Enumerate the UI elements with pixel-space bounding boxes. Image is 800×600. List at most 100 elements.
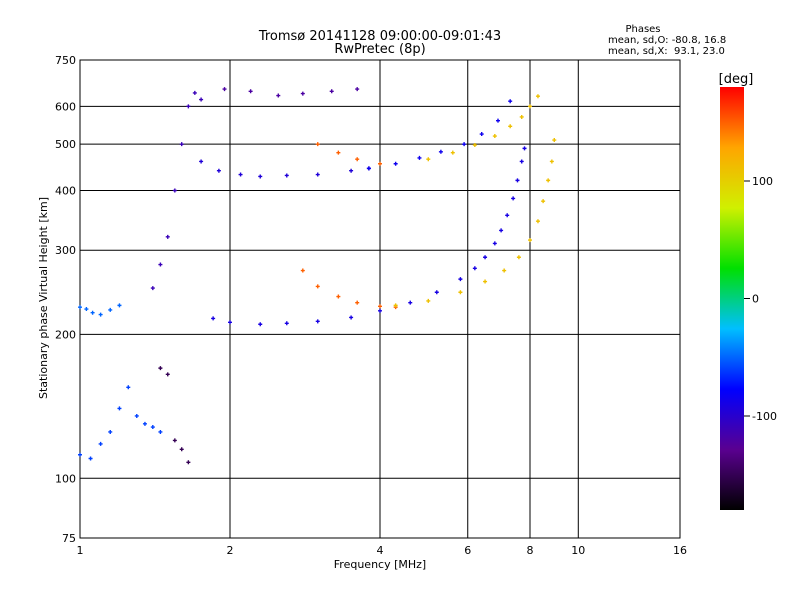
data-points xyxy=(78,87,557,465)
data-point xyxy=(378,161,382,166)
data-point xyxy=(276,93,281,98)
data-point xyxy=(186,104,191,109)
data-point xyxy=(483,255,488,260)
data-point xyxy=(528,238,532,243)
data-point xyxy=(238,172,243,177)
data-point xyxy=(508,124,513,129)
x-tick-label: 8 xyxy=(527,544,534,557)
data-point xyxy=(216,168,221,173)
grid-lines xyxy=(80,60,680,538)
data-point xyxy=(519,159,524,164)
data-point xyxy=(546,178,551,183)
data-point xyxy=(522,146,527,151)
data-point xyxy=(426,298,431,303)
x-axis-ticks: 1 2 4 6 8 10 16 xyxy=(77,544,688,557)
data-point xyxy=(472,266,477,271)
data-point xyxy=(519,114,524,119)
colorbar xyxy=(720,87,744,510)
data-point xyxy=(336,294,341,299)
data-point xyxy=(492,134,497,139)
data-point xyxy=(172,188,177,193)
data-point xyxy=(535,219,540,224)
data-point xyxy=(349,168,354,173)
data-point xyxy=(393,303,398,308)
x-tick-label: 4 xyxy=(377,544,384,557)
data-point xyxy=(495,118,500,123)
x-tick-label: 2 xyxy=(227,544,234,557)
data-point xyxy=(315,172,320,177)
data-point xyxy=(142,421,147,426)
data-point xyxy=(158,366,163,371)
y-tick-label: 200 xyxy=(55,328,76,341)
y-tick-label: 600 xyxy=(55,100,76,113)
data-point xyxy=(98,312,103,317)
data-point xyxy=(549,159,554,164)
data-point xyxy=(150,425,155,430)
phase-stats-o: mean, sd,O: -80.8, 16.8 xyxy=(608,35,726,46)
data-point xyxy=(186,460,191,465)
data-point xyxy=(134,413,139,418)
colorbar-tick-label: -100 xyxy=(752,410,777,423)
chart-subtitle: RwPretec (8p) xyxy=(334,42,425,57)
data-point xyxy=(98,441,103,446)
data-point xyxy=(515,178,520,183)
data-point xyxy=(336,150,341,155)
phase-stats-title: Phases xyxy=(625,24,660,35)
data-point xyxy=(349,315,354,320)
data-point xyxy=(355,157,360,162)
data-point xyxy=(408,300,413,305)
data-point xyxy=(258,174,263,179)
data-point xyxy=(528,104,532,109)
data-point xyxy=(378,308,382,313)
data-point xyxy=(329,89,334,94)
data-point xyxy=(502,268,507,273)
data-point xyxy=(108,429,113,434)
data-point xyxy=(117,406,122,411)
data-point xyxy=(300,91,305,96)
data-point xyxy=(211,316,216,321)
y-axis-ticks: 75 100 200 300 400 500 600 750 xyxy=(55,54,76,545)
data-point xyxy=(199,97,204,102)
data-point xyxy=(458,277,463,282)
data-point xyxy=(179,447,184,452)
x-tick-label: 1 xyxy=(77,544,84,557)
data-point xyxy=(90,310,95,315)
data-point xyxy=(228,320,232,325)
data-point xyxy=(284,173,289,178)
data-point xyxy=(508,99,513,104)
colorbar-label: [deg] xyxy=(719,72,754,87)
data-point xyxy=(458,290,463,295)
data-point xyxy=(150,286,155,291)
data-point xyxy=(516,255,521,260)
data-point xyxy=(165,372,170,377)
y-axis-label: Stationary phase Virtual Height [km] xyxy=(37,197,50,399)
data-point xyxy=(88,456,93,461)
data-point xyxy=(248,89,253,94)
data-point xyxy=(378,304,382,309)
data-point xyxy=(438,149,443,154)
data-point xyxy=(499,228,504,233)
data-point xyxy=(78,305,82,310)
colorbar-tick-label: 0 xyxy=(752,293,759,306)
data-point xyxy=(192,90,197,95)
data-point xyxy=(315,142,320,147)
y-tick-label: 750 xyxy=(55,54,76,67)
data-point xyxy=(179,142,184,147)
data-point xyxy=(417,155,422,160)
data-point xyxy=(483,279,488,284)
colorbar-ticks: 100 0 -100 xyxy=(744,175,777,423)
data-point xyxy=(300,268,305,273)
y-tick-label: 75 xyxy=(62,532,76,545)
data-point xyxy=(199,159,204,164)
data-point xyxy=(505,213,510,218)
data-point xyxy=(158,429,163,434)
data-point xyxy=(315,284,320,289)
data-point xyxy=(492,241,497,246)
data-point xyxy=(84,307,89,312)
data-point xyxy=(117,303,122,308)
data-point xyxy=(393,161,398,166)
data-point xyxy=(511,196,516,201)
data-point xyxy=(158,262,163,267)
y-tick-label: 400 xyxy=(55,184,76,197)
